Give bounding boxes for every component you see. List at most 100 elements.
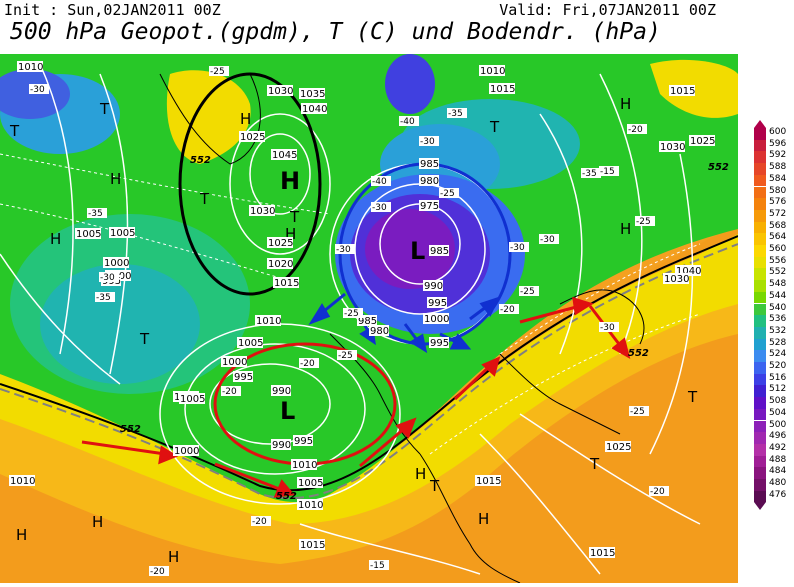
pressure-label: 1010 [10,476,35,487]
legend-label: 588 [769,162,787,173]
legend-row: 588 [752,162,794,175]
legend-row: 556 [752,255,794,269]
pressure-label-bg [291,459,317,470]
legend-row: 560 [752,244,794,257]
legend-swatch [754,128,766,140]
pressure-label-bg [297,477,323,488]
pressure-label-bg [659,141,685,152]
isohypse-labels: 552 552 552 552 552 [120,155,729,502]
legend-label: 552 [769,267,787,278]
pressure-label-bg [419,158,439,169]
pressure-label-bg [429,245,449,256]
temperature-label: -30 [372,203,387,213]
pressure-label-bg [109,227,135,238]
pressure-label-bg [301,103,327,114]
legend-swatch [754,256,766,269]
temperature-label-bg [149,566,169,576]
legend-swatch [754,385,766,398]
pressure-label-bg [423,280,443,291]
pressure-label: 995 [430,338,449,349]
isohypse-552-dashed [0,243,739,500]
pressure-label: 980 [420,176,439,187]
legend-swatch [754,443,766,456]
temperature-label: -35 [88,209,103,219]
pressure-label: 1005 [76,229,101,240]
legend-row: 520 [752,361,794,374]
temperature-label: -35 [582,169,597,179]
low-center-norway: L [410,237,425,265]
pressure-label-bg [103,257,129,268]
temperature-label: -20 [300,359,315,369]
legend-label: 596 [769,138,787,149]
high-letter: H [620,95,631,113]
temperature-label-bg [95,292,115,302]
pressure-label: 1015 [476,476,501,487]
pressure-label: 1010 [18,62,43,73]
valid-time: Valid: Fri,07JAN2011 00Z [499,1,716,19]
legend-row: 596 [752,138,794,152]
legend-swatch [754,268,766,281]
temperature-label: -25 [338,351,353,361]
pressure-label-bg [419,200,439,211]
legend-label: 548 [769,279,787,290]
pressure-label-bg [299,539,325,550]
pressure-label: 985 [430,246,449,257]
legend-label: 492 [769,442,787,453]
temperature-label-bg [419,136,439,146]
legend-row: 568 [752,221,794,234]
temperature-label: -25 [520,287,535,297]
pressure-label-bg [429,337,449,348]
pressure-label: 1000 [424,314,449,325]
legend-label: 512 [769,384,787,395]
high-letter: H [240,110,251,128]
pressure-label: 990 [272,386,291,397]
pressure-label: 1030 [268,86,293,97]
legend-label: 536 [769,314,787,325]
pressure-label-bg [267,85,293,96]
temperature-label-bg [251,516,271,526]
temperature-label-bg [519,286,539,296]
pressure-label: 1010 [480,66,505,77]
legend-label: 488 [769,454,787,465]
legend-row: 476 [752,490,794,503]
legend-row: 496 [752,431,794,444]
temperature-label-bg [539,234,559,244]
pressure-label: 1005 [180,394,205,405]
temperature-label-bg [209,66,229,76]
legend-label: 504 [769,407,787,418]
weather-map: H L L T T H H T H T H T T H H H T H T T … [0,54,739,584]
pressure-label: 1000 [104,258,129,269]
legend-label: 528 [769,337,787,348]
trough-letter: T [489,118,500,136]
legend-swatch [754,221,766,234]
temperature-label: -30 [100,273,115,283]
pressure-label: 1025 [268,238,293,249]
legend-swatch [754,432,766,444]
temperature-label: -30 [336,245,351,255]
pressure-label: 1030 [250,206,275,217]
legend-label: 508 [769,396,787,407]
pressure-label: 1025 [606,442,631,453]
high-letter: H [168,548,179,566]
legend-label: 484 [769,466,787,477]
pressure-label: 1010 [298,500,323,511]
pressure-label-bg [293,435,313,446]
temperature-label-bg [335,244,355,254]
pressure-label-bg [233,371,253,382]
pressure-label: 1015 [274,278,299,289]
pressure-label-bg [675,265,701,276]
legend-label: 556 [769,255,787,266]
pressure-label: 995 [428,298,447,309]
pressure-label-bg [663,273,689,284]
temperature-labels: -30 -25 -20 -35 -30 -35 -40 -30 -25 -20 -40 -35 -30 -… [29,66,669,577]
chart-title: 500 hPa Geopot.(gpdm), T (C) und Bodendr… [10,19,661,45]
pressure-label: 985 [358,316,377,327]
trough-letter: T [429,477,440,495]
isotherm-lines [0,153,701,455]
legend-swatch [754,326,766,339]
legend-row: 576 [752,197,794,210]
legend-row: 480 [752,478,794,491]
legend-row: 524 [752,349,794,362]
pressure-label: 1010 [256,316,281,327]
legend-label: 564 [769,232,787,243]
